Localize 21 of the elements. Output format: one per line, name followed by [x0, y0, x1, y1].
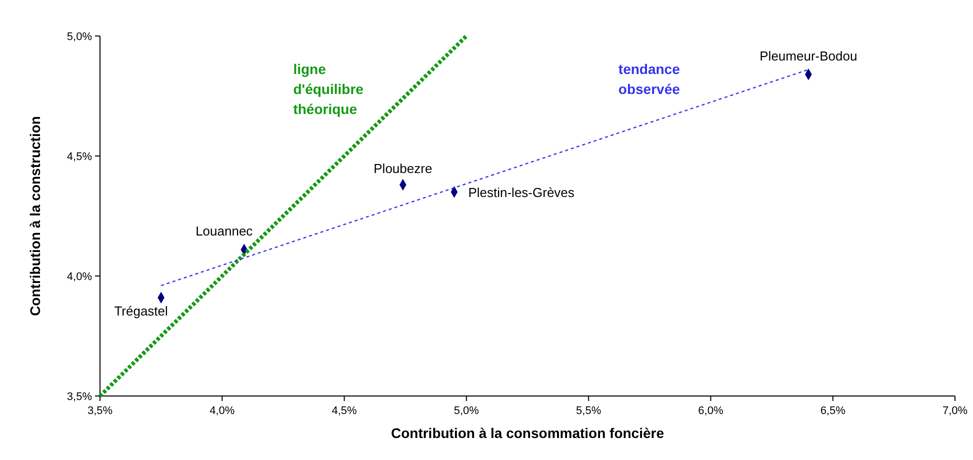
x-axis-title: Contribution à la consommation foncière	[390, 425, 664, 441]
y-tick-label: 5,0%	[66, 31, 92, 43]
annotation: Louannec	[196, 224, 254, 239]
x-tick-label: 4,5%	[332, 405, 358, 417]
annotation: Plestin-les-Grèves	[468, 185, 575, 200]
x-tick-label: 5,5%	[576, 405, 602, 417]
annotation: Trégastel	[114, 304, 168, 319]
x-tick-label: 6,5%	[820, 405, 846, 417]
y-tick-label: 3,5%	[66, 391, 92, 403]
annotation: Pleumeur-Bodou	[760, 48, 858, 64]
x-tick-label: 7,0%	[942, 405, 968, 417]
y-axis-title: Contribution à la construction	[27, 116, 43, 316]
series-label: tendance observée	[618, 61, 680, 97]
x-tick-label: 5,0%	[454, 405, 480, 417]
y-tick-label: 4,5%	[66, 151, 92, 163]
y-tick-label: 4,0%	[66, 271, 92, 283]
x-tick-label: 6,0%	[698, 405, 724, 417]
x-tick-label: 4,0%	[210, 405, 235, 417]
annotation: Ploubezre	[374, 160, 432, 176]
x-tick-label: 3,5%	[87, 405, 113, 417]
series-label: ligne d'équilibre théorique	[293, 61, 364, 117]
